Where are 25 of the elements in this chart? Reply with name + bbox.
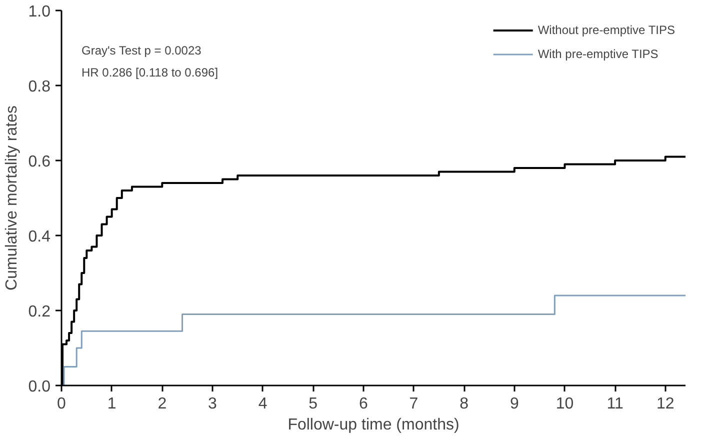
x-tick-label: 3	[208, 396, 218, 412]
annotation: Gray's Test p = 0.0023	[82, 44, 202, 58]
x-tick-label: 0	[57, 396, 66, 412]
y-tick-label: 0.4	[28, 228, 51, 246]
x-tick-label: 8	[460, 396, 469, 412]
x-tick-label: 11	[606, 396, 624, 412]
x-tick-label: 9	[510, 396, 519, 412]
x-tick-label: 12	[656, 396, 674, 412]
y-tick-label: 0.6	[28, 154, 51, 170]
y-tick-label: 0.8	[28, 78, 51, 96]
x-tick-label: 10	[556, 396, 574, 412]
y-tick-label: 0.0	[28, 378, 51, 396]
legend-label: Without pre-emptive TIPS	[538, 23, 675, 37]
x-tick-label: 2	[158, 396, 167, 412]
x-tick-label: 6	[358, 396, 368, 412]
x-tick-label: 4	[258, 396, 268, 412]
y-tick-label: 0.2	[28, 304, 51, 320]
x-axis-title: Follow-up time (months)	[288, 416, 460, 434]
legend-label: With pre-emptive TIPS	[538, 47, 658, 61]
annotation: HR 0.286 [0.118 to 0.696]	[82, 66, 218, 80]
y-tick-label: 1.0	[28, 4, 51, 20]
x-tick-label: 1	[107, 396, 116, 412]
x-tick-label: 5	[308, 396, 318, 412]
y-axis-title: Cumulative mortality rates	[3, 106, 20, 290]
x-tick-label: 7	[409, 396, 418, 412]
